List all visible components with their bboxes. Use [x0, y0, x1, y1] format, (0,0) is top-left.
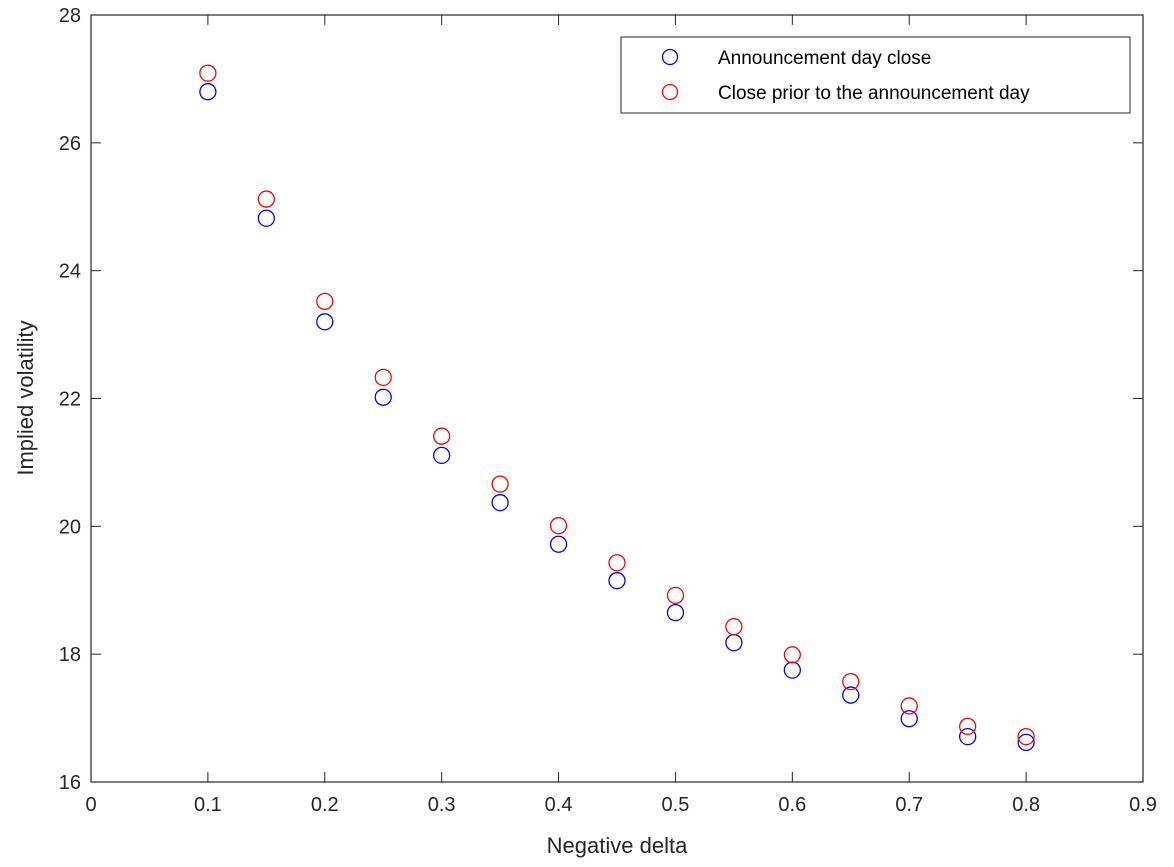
- y-tick-label: 28: [59, 5, 81, 27]
- prior-close-point: [783, 646, 801, 664]
- y-tick-label: 26: [59, 133, 81, 155]
- announcement-day-point: [199, 83, 217, 101]
- legend-marker-announcement: [661, 48, 679, 66]
- x-tick-label: 0.9: [1129, 794, 1157, 816]
- x-tick-label: 0.2: [311, 794, 339, 816]
- prior-close-point: [666, 586, 685, 605]
- prior-close-point: [549, 517, 568, 535]
- y-tick-label: 24: [59, 261, 81, 283]
- y-tick-labels: 16 18 20 22 24 26 28: [59, 5, 81, 794]
- prior-close-point: [959, 717, 977, 736]
- data-points: [199, 64, 1035, 752]
- x-tick-label: 0.4: [545, 794, 573, 816]
- legend-label-prior: Close prior to the announcement day: [718, 83, 1030, 104]
- axis-ticks: [90, 14, 1144, 783]
- announcement-day-point: [316, 313, 334, 331]
- announcement-day-point: [666, 603, 685, 622]
- x-tick-label: 0.7: [895, 794, 923, 816]
- legend: Announcement day close Close prior to th…: [620, 36, 1131, 114]
- announcement-day-point: [491, 494, 509, 512]
- y-axis-label: Implied volatility: [13, 320, 38, 475]
- prior-close-point: [842, 673, 860, 691]
- announcement-day-point: [959, 727, 977, 746]
- legend-marker-prior: [661, 83, 679, 101]
- announcement-day-point: [900, 710, 918, 728]
- y-tick-label: 22: [59, 389, 81, 411]
- x-tick-label: 0.3: [428, 794, 456, 816]
- prior-close-point: [725, 618, 743, 636]
- legend-box: [620, 36, 1131, 114]
- x-tick-label: 0.8: [1012, 794, 1040, 816]
- announcement-day-point: [783, 661, 801, 679]
- announcement-day-point: [374, 388, 392, 406]
- announcement-day-point: [842, 686, 860, 704]
- announcement-day-point: [608, 572, 626, 590]
- x-tick-label: 0.1: [194, 794, 222, 816]
- prior-close-point: [374, 368, 392, 387]
- prior-close-point: [900, 697, 918, 715]
- announcement-day-point: [549, 535, 568, 553]
- prior-close-point: [199, 64, 217, 82]
- prior-close-point: [433, 427, 451, 445]
- prior-close-point: [491, 475, 509, 493]
- x-tick-label: 0.6: [778, 794, 806, 816]
- x-tick-label: 0.5: [662, 794, 690, 816]
- x-tick-labels: 0 0.1 0.2 0.3 0.4 0.5 0.6 0.7 0.8 0.9: [85, 794, 1156, 816]
- y-tick-label: 18: [59, 644, 81, 666]
- prior-close-point: [316, 292, 334, 310]
- y-tick-label: 20: [59, 516, 81, 538]
- y-tick-label: 16: [59, 772, 81, 794]
- x-tick-label: 0: [85, 794, 96, 816]
- plot-frame: [90, 14, 1144, 783]
- prior-close-point: [257, 190, 275, 208]
- prior-close-point: [1017, 727, 1035, 746]
- announcement-day-point: [1017, 733, 1035, 752]
- legend-label-announcement: Announcement day close: [718, 48, 931, 69]
- plot-area: [91, 15, 1143, 782]
- x-axis-label: Negative delta: [547, 833, 688, 858]
- prior-close-point: [608, 554, 626, 572]
- announcement-day-point: [433, 446, 451, 465]
- announcement-day-point: [257, 209, 275, 227]
